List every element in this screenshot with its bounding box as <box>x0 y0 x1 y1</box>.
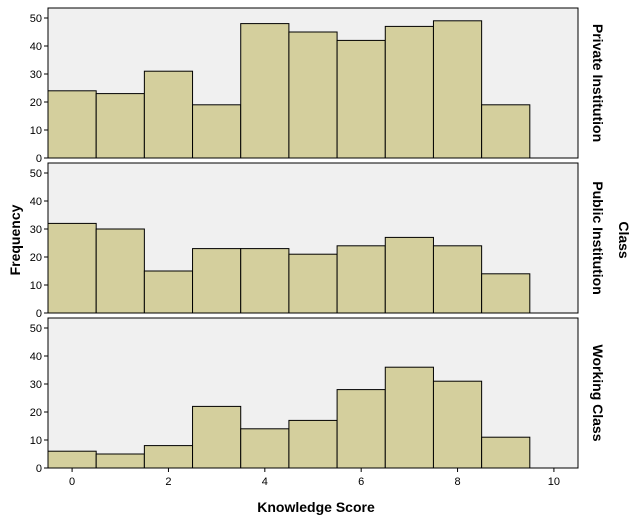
histogram-bar <box>336 39 386 159</box>
y-tick-label: 10 <box>30 280 42 292</box>
histogram-bar <box>143 70 194 159</box>
y-tick-label: 10 <box>30 435 42 447</box>
histogram-bar <box>240 428 290 469</box>
histogram-bar <box>336 245 386 314</box>
panel-label: Working Class <box>590 345 606 442</box>
x-tick-label: 0 <box>69 476 75 488</box>
histogram-bar <box>432 20 483 159</box>
x-tick-label: 8 <box>454 476 460 488</box>
histogram-bar <box>384 366 434 469</box>
y-tick-label: 0 <box>36 463 42 475</box>
histogram-bar <box>47 450 97 469</box>
histogram-bar <box>481 104 531 159</box>
x-tick-label: 4 <box>262 476 268 488</box>
y-axis-title: Frequency <box>7 204 23 275</box>
y-tick-label: 50 <box>30 168 42 180</box>
histogram-bar <box>240 248 290 314</box>
histogram-bar <box>481 273 531 314</box>
x-tick-label: 6 <box>358 476 364 488</box>
histogram-bar <box>95 93 145 159</box>
histogram-bar <box>288 253 338 314</box>
panel-label: Private Institution <box>590 24 606 142</box>
y-tick-label: 50 <box>30 323 42 335</box>
y-tick-label: 20 <box>30 252 42 264</box>
histogram-bar <box>481 436 531 469</box>
y-tick-label: 30 <box>30 69 42 81</box>
histogram-bar <box>143 445 194 469</box>
panel-label: Public Institution <box>590 181 606 295</box>
histogram-bar <box>192 104 242 159</box>
y-tick-label: 0 <box>36 153 42 165</box>
y-tick-label: 50 <box>30 13 42 25</box>
y-tick-label: 10 <box>30 125 42 137</box>
histogram-bar <box>288 31 338 159</box>
y-tick-label: 20 <box>30 97 42 109</box>
x-tick-label: 10 <box>548 476 560 488</box>
histogram-bar <box>432 380 483 469</box>
histogram-bar <box>47 222 97 314</box>
y-tick-label: 0 <box>36 308 42 320</box>
y-tick-label: 40 <box>30 196 42 208</box>
histogram-bar <box>240 23 290 159</box>
y-tick-label: 40 <box>30 41 42 53</box>
histogram-bar <box>288 419 338 469</box>
y-tick-label: 30 <box>30 379 42 391</box>
histogram-bar <box>47 90 97 159</box>
histogram-bar <box>384 25 434 159</box>
y-tick-label: 30 <box>30 224 42 236</box>
histogram-bar <box>336 389 386 469</box>
panel-3: 0 10 20 30 40 50 Working Class <box>30 317 606 475</box>
histogram-bar <box>95 228 145 314</box>
y-tick-label: 20 <box>30 407 42 419</box>
y-tick-label: 40 <box>30 351 42 363</box>
histogram-bar <box>192 248 242 314</box>
histogram-bar <box>143 270 194 314</box>
panel-1: 0 10 20 30 40 50 Private Institution <box>30 7 606 165</box>
panel-2: 0 10 20 30 40 50 Public Institution <box>30 162 606 320</box>
x-tick-label: 2 <box>165 476 171 488</box>
histogram-bar <box>432 245 483 314</box>
histogram-bar <box>384 236 434 314</box>
panels-group: 0 10 20 30 40 50 Private Institution 0 10 20 30 40 5… <box>30 7 606 475</box>
x-axis-title: Knowledge Score <box>257 499 375 515</box>
facet-title: Class <box>616 221 632 259</box>
x-axis: 0 2 4 6 8 10 <box>69 468 560 488</box>
histogram-bar <box>192 405 242 469</box>
histogram-bar <box>95 453 145 469</box>
